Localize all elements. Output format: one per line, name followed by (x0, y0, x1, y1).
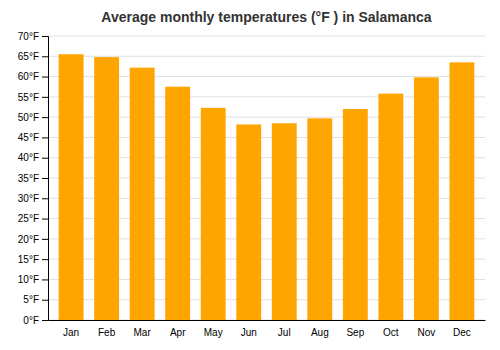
y-axis-line (42, 37, 49, 321)
title: Average monthly temperatures (°F ) in Sa… (101, 9, 432, 25)
y-tick: 0°F (23, 315, 48, 326)
y-tick-mark (42, 239, 48, 240)
x-tick: Jul (278, 327, 291, 338)
y-tick-label: 50°F (18, 112, 39, 123)
y-tick-label: 45°F (18, 132, 39, 143)
y-tick: 20°F (18, 234, 48, 245)
x-axis: Jan Feb Mar Apr May Jun Jul Aug Sep Oct Nov Dec (49, 321, 486, 339)
bars (59, 54, 475, 320)
x-tick: Nov (417, 327, 435, 338)
x-tick: Mar (134, 327, 152, 338)
y-tick: 70°F (18, 31, 48, 42)
y-tick-label: 40°F (18, 152, 39, 163)
y-tick-label: 0°F (23, 315, 39, 326)
x-tick: Aug (311, 327, 329, 338)
y-tick-mark (42, 36, 48, 37)
y-tick: 60°F (18, 71, 48, 82)
y-tick-mark (42, 117, 48, 118)
y-tick-mark (42, 137, 48, 138)
x-tick-label: May (204, 327, 223, 338)
x-tick: Dec (453, 327, 471, 338)
y-tick-mark (42, 219, 48, 220)
x-tick: May (204, 327, 223, 338)
y-tick-mark (42, 56, 48, 57)
x-tick-label: Aug (311, 327, 329, 338)
y-tick-mark (42, 198, 48, 199)
y-tick-mark (42, 178, 48, 179)
chart: 0°F 5°F 10°F 15°F 20°F 25°F 30°F 35°F 40°F 45°F 50… (0, 0, 500, 350)
y-tick-label: 15°F (18, 254, 39, 265)
bar (414, 77, 439, 320)
x-tick: Feb (98, 327, 116, 338)
bar (236, 124, 261, 320)
y-tick-mark (42, 97, 48, 98)
x-tick-label: Jul (278, 327, 291, 338)
x-tick-label: Nov (417, 327, 435, 338)
bar (449, 62, 474, 320)
y-tick: 10°F (18, 274, 48, 285)
x-tick-label: Mar (134, 327, 152, 338)
y-tick: 15°F (18, 254, 48, 265)
y-tick: 25°F (18, 213, 48, 224)
y-tick-mark (42, 279, 48, 280)
y-tick-label: 25°F (18, 213, 39, 224)
bar (343, 109, 368, 320)
x-tick-label: Oct (383, 327, 399, 338)
bar (130, 68, 155, 320)
bar (272, 123, 297, 320)
y-tick: 40°F (18, 152, 48, 163)
x-tick: Jun (241, 327, 257, 338)
y-tick: 35°F (18, 173, 48, 184)
y-tick-label: 20°F (18, 234, 39, 245)
x-tick: Jan (63, 327, 79, 338)
x-tick: Oct (383, 327, 399, 338)
y-tick: 65°F (18, 51, 48, 62)
bar (307, 118, 332, 320)
y-tick: 50°F (18, 112, 48, 123)
y-tick: 5°F (23, 294, 48, 305)
y-tick-label: 30°F (18, 193, 39, 204)
y-tick-label: 10°F (18, 274, 39, 285)
bar (378, 94, 403, 320)
y-axis: 0°F 5°F 10°F 15°F 20°F 25°F 30°F 35°F 40°F 45°F 50… (18, 31, 49, 326)
y-tick: 45°F (18, 132, 48, 143)
y-tick-mark (42, 259, 48, 260)
bar (201, 108, 226, 320)
grid (48, 36, 485, 320)
y-tick-mark (42, 320, 48, 321)
plot: 0°F 5°F 10°F 15°F 20°F 25°F 30°F 35°F 40°F 45°F 50… (18, 31, 486, 338)
y-tick-label: 60°F (18, 71, 39, 82)
y-tick-label: 5°F (23, 294, 39, 305)
y-tick-label: 55°F (18, 92, 39, 103)
x-tick-label: Apr (170, 327, 186, 338)
y-tick-label: 65°F (18, 51, 39, 62)
x-tick: Sep (346, 327, 364, 338)
y-tick: 55°F (18, 92, 48, 103)
x-tick: Apr (170, 327, 186, 338)
grid-line (48, 56, 485, 57)
x-tick-label: Feb (98, 327, 116, 338)
grid-line (48, 36, 485, 37)
x-tick-label: Sep (346, 327, 364, 338)
y-tick-mark (42, 158, 48, 159)
y-tick-mark (42, 77, 48, 78)
y-tick: 30°F (18, 193, 48, 204)
bar (59, 54, 84, 320)
x-axis-line (49, 320, 486, 321)
y-tick-label: 70°F (18, 31, 39, 42)
y-tick-mark (42, 300, 48, 301)
x-tick-label: Dec (453, 327, 471, 338)
x-tick-label: Jan (63, 327, 79, 338)
y-tick-label: 35°F (18, 173, 39, 184)
bar (165, 87, 190, 320)
bar (94, 57, 119, 320)
x-tick-label: Jun (241, 327, 257, 338)
